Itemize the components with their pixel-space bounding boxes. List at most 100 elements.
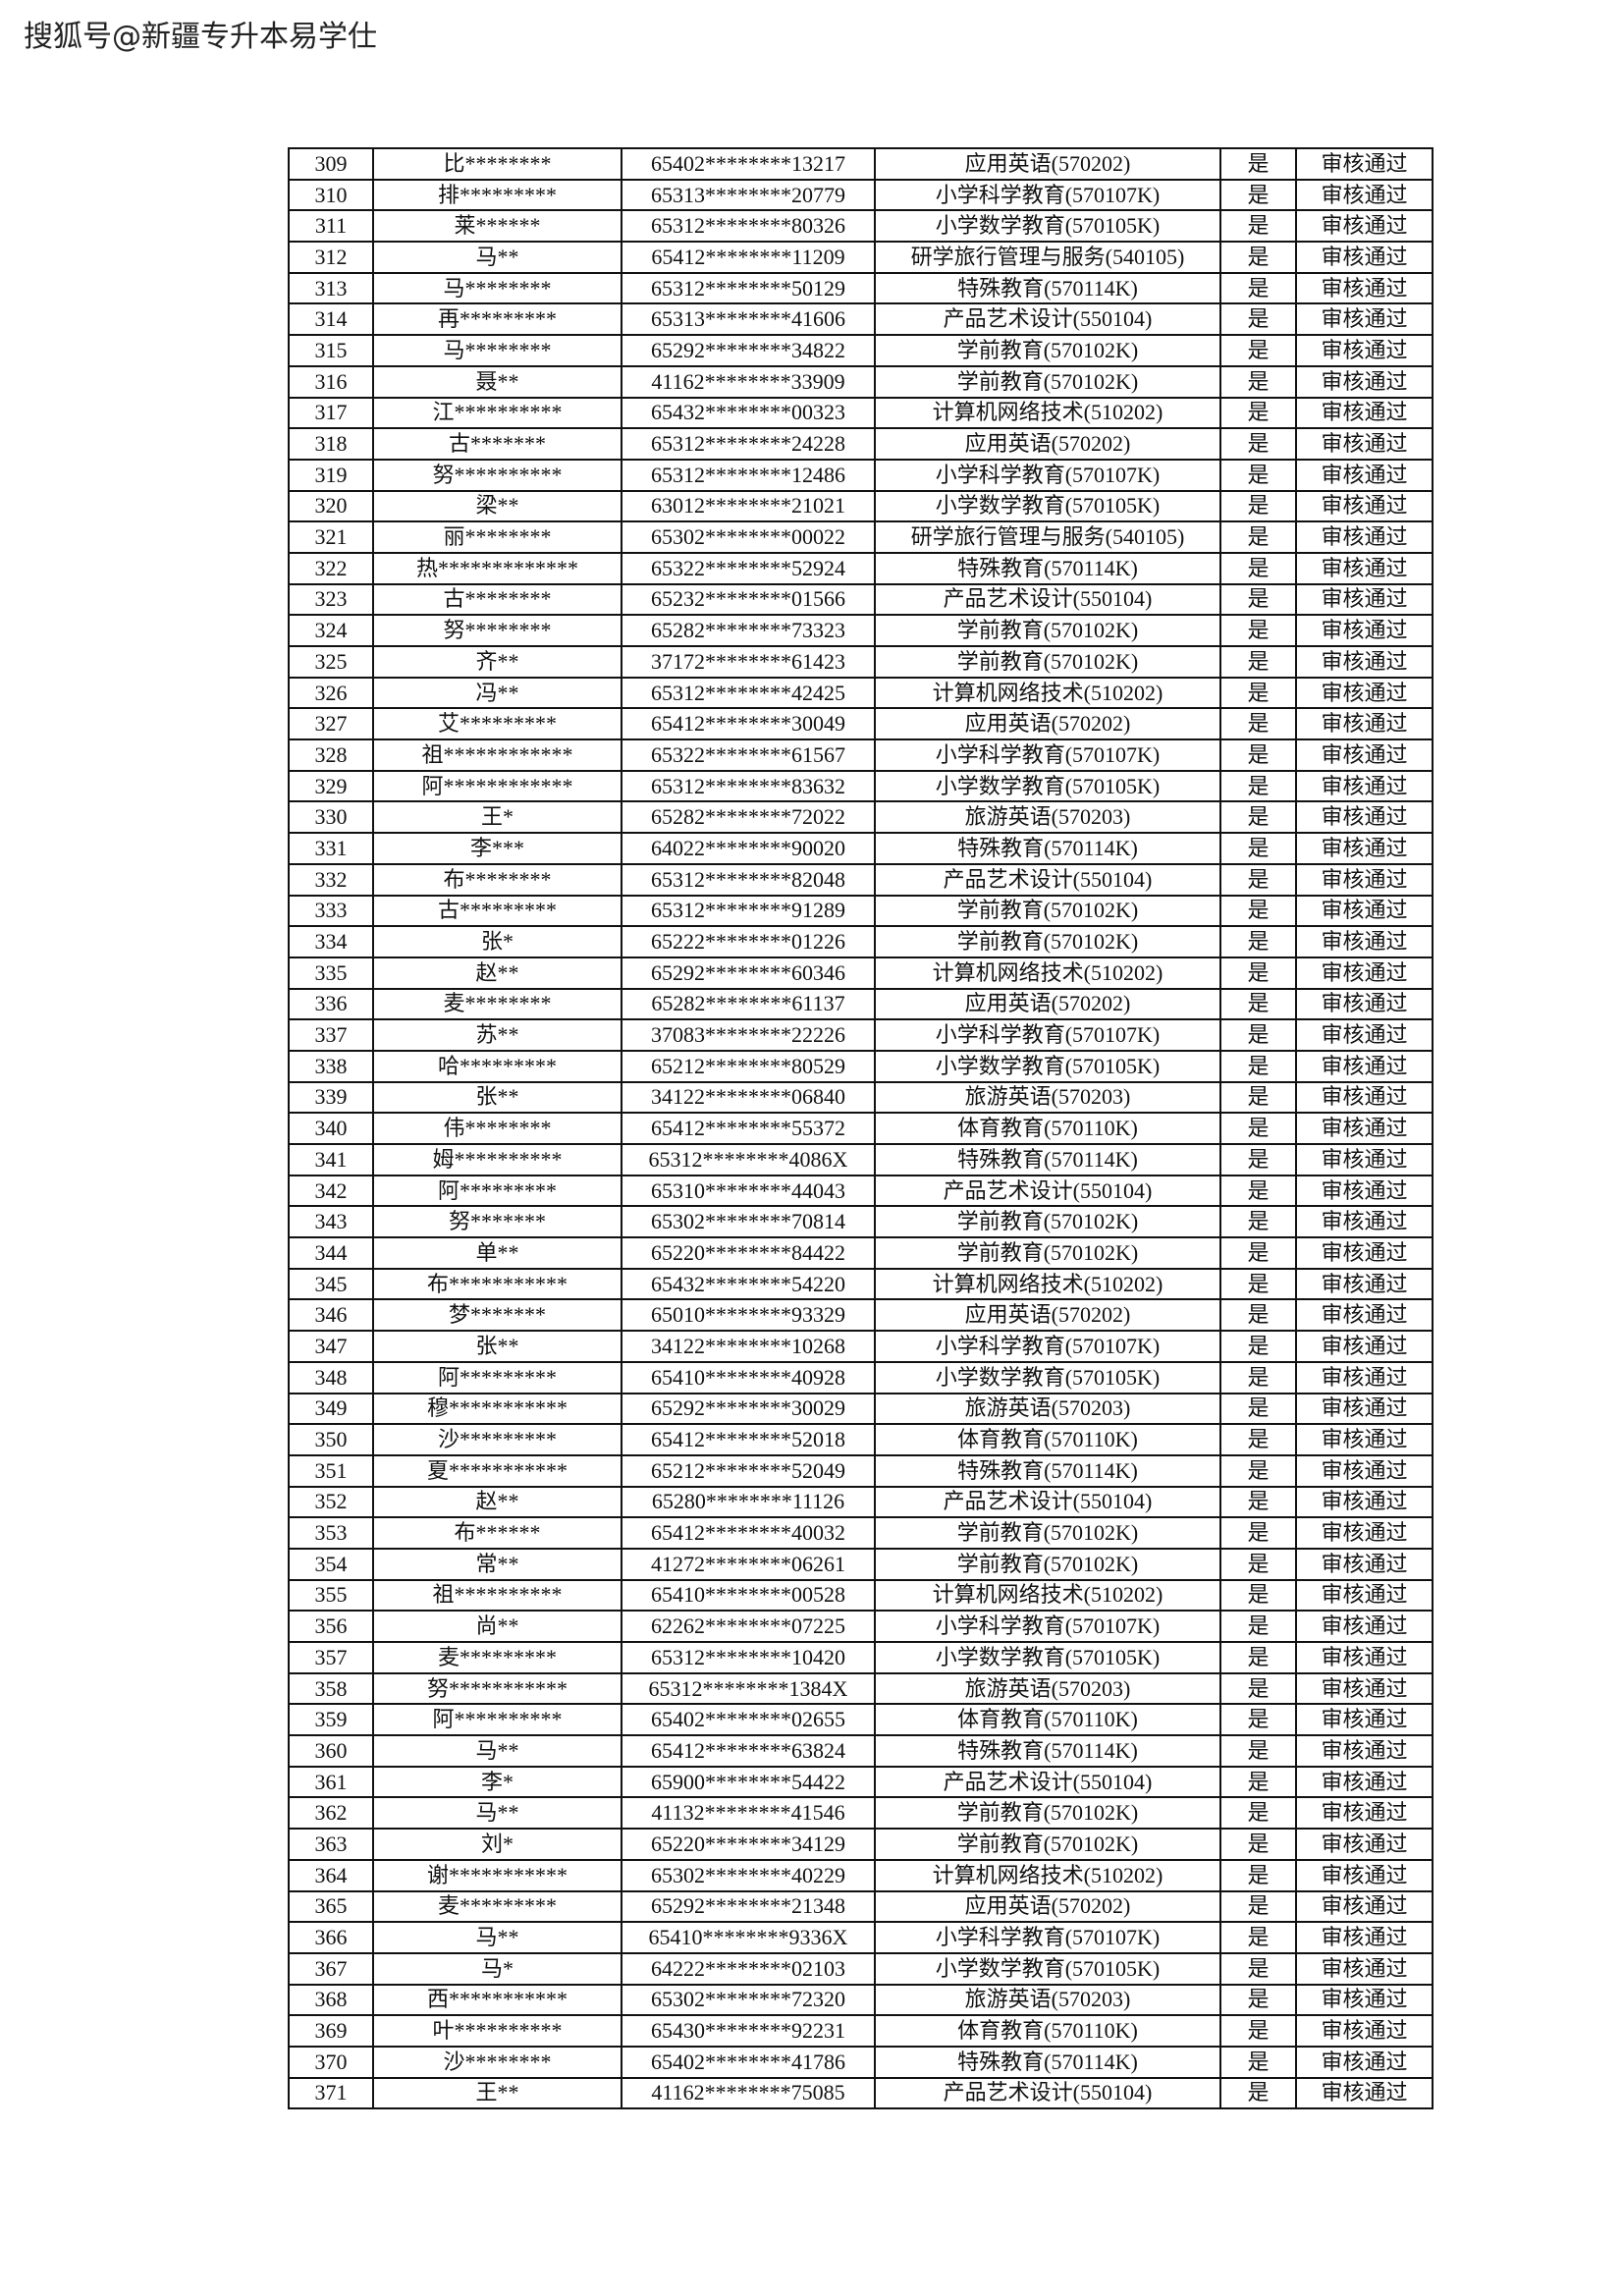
cell-name: 马** [372, 1921, 622, 1954]
table-row: 309 比******** 65402********13217 应用英语(57020… [288, 147, 1434, 181]
cell-review-status: 审核通过 [1295, 614, 1434, 647]
cell-name: 江********** [372, 396, 622, 430]
cell-review-status: 审核通过 [1295, 1921, 1434, 1954]
cell-eligible: 是 [1219, 1983, 1297, 2017]
cell-review-status: 审核通过 [1295, 800, 1434, 835]
cell-eligible: 是 [1219, 302, 1297, 337]
cell-id-number: 65412********40032 [621, 1516, 876, 1550]
cell-id-number: 65312********24228 [621, 427, 876, 461]
cell-number: 327 [288, 707, 374, 741]
cell-review-status: 审核通过 [1295, 1641, 1434, 1674]
cell-number: 361 [288, 1765, 374, 1799]
cell-review-status: 审核通过 [1295, 738, 1434, 772]
cell-review-status: 审核通过 [1295, 1330, 1434, 1363]
cell-major: 体育教育(570110K) [874, 1423, 1221, 1456]
cell-id-number: 65312********10420 [621, 1641, 876, 1674]
cell-number: 344 [288, 1236, 374, 1270]
cell-review-status: 审核通过 [1295, 676, 1434, 710]
cell-id-number: 65292********60346 [621, 956, 876, 990]
cell-id-number: 65402********41786 [621, 2045, 876, 2079]
table-row: 330 王* 65282********72022 旅游英语(570203) 是审核通过 [288, 800, 1434, 835]
cell-name: 谢*********** [372, 1858, 622, 1892]
table-row: 355 祖********** 65410********00528 计算机网络技术(… [288, 1578, 1434, 1613]
cell-review-status: 审核通过 [1295, 987, 1434, 1021]
cell-major: 特殊教育(570114K) [874, 271, 1221, 305]
cell-eligible: 是 [1219, 1578, 1297, 1613]
cell-number: 351 [288, 1453, 374, 1488]
cell-review-status: 审核通过 [1295, 1112, 1434, 1145]
cell-id-number: 34122********10268 [621, 1330, 876, 1363]
table-row: 352 赵** 65280********11126 产品艺术设计(550104) 是审… [288, 1485, 1434, 1519]
cell-id-number: 65412********11209 [621, 241, 876, 274]
cell-eligible: 是 [1219, 1516, 1297, 1550]
cell-eligible: 是 [1219, 1267, 1297, 1301]
table-row: 319 努********** 65312********12486 小学科学教育(5… [288, 458, 1434, 492]
cell-eligible: 是 [1219, 1392, 1297, 1426]
cell-review-status: 审核通过 [1295, 582, 1434, 617]
table-row: 366 马** 65410********9336X 小学科学教育(570107K) 是… [288, 1921, 1434, 1954]
cell-number: 367 [288, 1951, 374, 1986]
cell-review-status: 审核通过 [1295, 894, 1434, 928]
cell-name: 艾********* [372, 707, 622, 741]
cell-eligible: 是 [1219, 334, 1297, 367]
cell-major: 产品艺术设计(550104) [874, 862, 1221, 897]
table-row: 353 布****** 65412********40032 学前教育(570102K… [288, 1516, 1434, 1550]
table-row: 358 努*********** 65312********1384X 旅游英语(57… [288, 1671, 1434, 1706]
cell-id-number: 65292********21348 [621, 1889, 876, 1924]
cell-id-number: 65322********61567 [621, 738, 876, 772]
cell-id-number: 62262********07225 [621, 1610, 876, 1643]
table-row: 347 张** 34122********10268 小学科学教育(570107K) 是… [288, 1330, 1434, 1363]
table-row: 362 马** 41132********41546 学前教育(570102K) 是审核… [288, 1796, 1434, 1831]
cell-eligible: 是 [1219, 241, 1297, 274]
cell-eligible: 是 [1219, 1921, 1297, 1954]
cell-eligible: 是 [1219, 2076, 1297, 2110]
cell-name: 丽******** [372, 520, 622, 554]
cell-major: 小学科学教育(570107K) [874, 1018, 1221, 1052]
cell-number: 333 [288, 894, 374, 928]
cell-number: 347 [288, 1330, 374, 1363]
cell-number: 350 [288, 1423, 374, 1456]
cell-review-status: 审核通过 [1295, 1828, 1434, 1861]
cell-name: 梁** [372, 489, 622, 523]
cell-number: 363 [288, 1828, 374, 1861]
cell-review-status: 审核通过 [1295, 1889, 1434, 1924]
cell-major: 计算机网络技术(510202) [874, 1578, 1221, 1613]
cell-id-number: 65412********30049 [621, 707, 876, 741]
table-row: 338 哈********* 65212********80529 小学数学教育(57… [288, 1049, 1434, 1083]
cell-major: 旅游英语(570203) [874, 800, 1221, 835]
cell-id-number: 65313********20779 [621, 178, 876, 212]
cell-name: 李*** [372, 832, 622, 865]
cell-review-status: 审核通过 [1295, 862, 1434, 897]
table-row: 364 谢*********** 65302********40229 计算机网络技术… [288, 1858, 1434, 1892]
cell-name: 冯** [372, 676, 622, 710]
cell-review-status: 审核通过 [1295, 396, 1434, 430]
cell-number: 319 [288, 458, 374, 492]
cell-number: 368 [288, 1983, 374, 2017]
cell-id-number: 65232********01566 [621, 582, 876, 617]
cell-eligible: 是 [1219, 489, 1297, 523]
cell-review-status: 审核通过 [1295, 1236, 1434, 1270]
cell-name: 叶********** [372, 2014, 622, 2048]
cell-id-number: 65302********70814 [621, 1205, 876, 1239]
cell-review-status: 审核通过 [1295, 271, 1434, 305]
cell-id-number: 64222********02103 [621, 1951, 876, 1986]
cell-major: 旅游英语(570203) [874, 1392, 1221, 1426]
table-row: 348 阿********* 65410********40928 小学数学教育(57… [288, 1360, 1434, 1394]
table-row: 345 布*********** 65432********54220 计算机网络技术… [288, 1267, 1434, 1301]
cell-number: 359 [288, 1703, 374, 1737]
cell-number: 331 [288, 832, 374, 865]
cell-review-status: 审核通过 [1295, 427, 1434, 461]
cell-eligible: 是 [1219, 769, 1297, 803]
cell-id-number: 65312********12486 [621, 458, 876, 492]
table-row: 346 梦******* 65010********93329 应用英语(570202… [288, 1298, 1434, 1333]
cell-major: 小学数学教育(570105K) [874, 489, 1221, 523]
cell-number: 342 [288, 1174, 374, 1208]
table-row: 331 李*** 64022********90020 特殊教育(570114K) 是审… [288, 832, 1434, 865]
cell-major: 特殊教育(570114K) [874, 1734, 1221, 1768]
table-row: 329 阿************ 65312********83632 小学数学教育… [288, 769, 1434, 803]
cell-eligible: 是 [1219, 1951, 1297, 1986]
cell-major: 计算机网络技术(510202) [874, 676, 1221, 710]
table-row: 310 排********* 65313********20779 小学科学教育(57… [288, 178, 1434, 212]
cell-name: 穆*********** [372, 1392, 622, 1426]
cell-name: 马******** [372, 271, 622, 305]
